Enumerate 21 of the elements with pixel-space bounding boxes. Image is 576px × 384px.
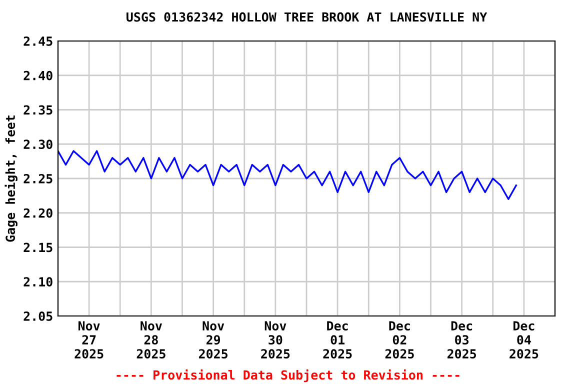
x-tick-label: Dec 04 2025 <box>510 321 538 359</box>
y-tick-label: 2.10 <box>24 277 52 287</box>
y-tick-label: 2.15 <box>24 242 52 252</box>
x-tick-label: Dec 01 2025 <box>323 321 352 359</box>
x-tick-label: Nov 27 2025 <box>74 321 104 359</box>
y-tick-label: 2.25 <box>24 174 52 184</box>
x-tick-label: Nov 28 2025 <box>136 321 166 359</box>
x-tick-label: Nov 29 2025 <box>198 321 228 359</box>
line-series <box>58 150 518 200</box>
y-axis-title: Gage height, feet <box>4 116 18 242</box>
y-tick-label: 2.05 <box>24 311 52 321</box>
y-tick-label: 2.45 <box>24 36 52 46</box>
y-tick-label: 2.30 <box>24 140 52 150</box>
x-tick-label: Dec 02 2025 <box>385 321 414 359</box>
x-tick-label: Nov 30 2025 <box>261 321 290 359</box>
chart-title: USGS 01362342 HOLLOW TREE BROOK AT LANESVILLE NY <box>126 12 488 22</box>
y-tick-label: 2.20 <box>24 208 52 218</box>
x-tick-label: Dec 03 2025 <box>447 321 476 359</box>
y-tick-label: 2.35 <box>24 105 52 115</box>
text: ---- Provisional Data Subject to Revision ---- <box>116 369 460 382</box>
y-tick-label: 2.40 <box>24 70 52 80</box>
